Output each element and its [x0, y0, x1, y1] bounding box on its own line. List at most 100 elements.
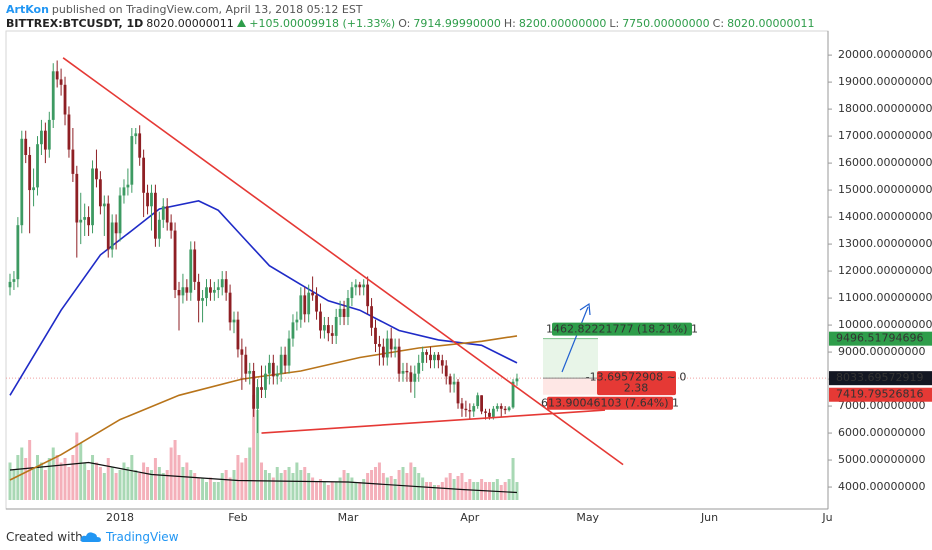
- volume-ma: [9, 461, 518, 494]
- y-tick-label: 17000.00000000: [838, 129, 932, 142]
- candle-body: [138, 133, 142, 158]
- volume-bar: [275, 467, 279, 500]
- volume-bar: [114, 473, 118, 500]
- candle-body: [28, 154, 32, 191]
- candle-body: [106, 203, 110, 250]
- candle-body: [342, 308, 346, 317]
- candle-body: [338, 308, 342, 317]
- candle-body: [476, 395, 480, 407]
- x-tick-label: Jun: [700, 511, 718, 524]
- volume-bar: [220, 473, 224, 500]
- candle-body: [370, 306, 373, 328]
- candle-body: [488, 412, 491, 417]
- candle-body: [393, 346, 397, 350]
- forecast-arrow: [561, 302, 591, 373]
- volume-bar: [91, 455, 95, 500]
- candle-body: [150, 192, 153, 207]
- candle-body: [460, 403, 464, 409]
- entry-label: 2.38: [624, 382, 649, 395]
- volume-bar: [472, 482, 476, 500]
- candle-body: [165, 206, 169, 223]
- header-line-1: ArtKon published on TradingView.com, Apri…: [6, 3, 366, 17]
- volume-bar: [436, 485, 440, 500]
- candle-body: [55, 71, 59, 80]
- candle-body: [307, 292, 311, 315]
- volume-bar: [169, 447, 173, 500]
- candle-body: [212, 289, 216, 293]
- candle-body: [193, 249, 197, 282]
- up-icon: [236, 19, 246, 27]
- candle-body: [173, 230, 177, 290]
- volume-bar: [456, 476, 460, 500]
- l-label: L:: [609, 17, 620, 30]
- candle-body: [122, 187, 126, 196]
- y-tick-label: 18000.00000000: [838, 102, 932, 115]
- volume-bar: [216, 482, 220, 500]
- candle-body: [201, 298, 204, 301]
- candle-body: [16, 225, 20, 280]
- candle-body: [209, 287, 212, 293]
- candle-body: [12, 279, 16, 282]
- candle-body: [43, 130, 47, 150]
- h-label: H:: [503, 17, 516, 30]
- candle-body: [87, 217, 90, 226]
- volume-bar: [122, 462, 126, 500]
- candle-body: [67, 114, 71, 150]
- volume-bar: [440, 482, 444, 500]
- candle-body: [291, 322, 295, 339]
- candle-body: [71, 149, 75, 174]
- stop-label: 613.90046103 (7.64%) 1: [541, 397, 679, 410]
- volume-bar: [283, 470, 287, 500]
- volume-bar: [185, 462, 189, 500]
- candle-body: [189, 249, 193, 293]
- x-tick-label: May: [576, 511, 599, 524]
- volume-bar: [405, 473, 409, 500]
- volume-bar: [338, 477, 342, 500]
- candle-body: [24, 138, 28, 155]
- candle-body: [283, 354, 287, 366]
- volume-bar: [236, 455, 240, 500]
- candle-body: [271, 362, 275, 377]
- plot-frame: [5, 30, 829, 510]
- volume-bar: [334, 482, 338, 500]
- volume-bar: [311, 477, 315, 500]
- candle-body: [181, 287, 185, 296]
- volume-bar: [326, 485, 330, 500]
- volume-bar: [149, 470, 153, 500]
- target-label-bg: [552, 322, 692, 336]
- candle-body: [279, 354, 283, 374]
- volume-bar: [55, 455, 59, 500]
- trendline: [62, 57, 624, 466]
- candle-body: [83, 217, 87, 220]
- volume-bar: [307, 473, 311, 500]
- candle-body: [264, 373, 267, 390]
- candle-body: [20, 138, 24, 226]
- volume-bar: [177, 455, 181, 500]
- entry-label-bg: [597, 371, 676, 396]
- volume-bar: [59, 462, 63, 500]
- candle-body: [118, 195, 122, 234]
- volume-bar: [263, 470, 267, 500]
- volume-bar: [366, 473, 370, 500]
- volume-bar: [43, 470, 47, 500]
- volume-bar: [102, 473, 106, 500]
- volume-bar: [94, 462, 98, 500]
- volume-bar: [47, 458, 51, 500]
- volume-bar: [98, 467, 102, 500]
- candle-body: [401, 370, 405, 374]
- candle-body: [110, 222, 114, 250]
- volume-bar: [354, 482, 358, 500]
- candle-body: [303, 295, 307, 315]
- moving-average: [9, 200, 518, 396]
- volume-bar: [303, 467, 307, 500]
- volume-bar: [75, 432, 79, 500]
- candle-body: [102, 203, 106, 207]
- volume-bar: [87, 470, 91, 500]
- volume-bar: [153, 458, 157, 500]
- candle-body: [503, 408, 507, 411]
- volume-bar: [511, 458, 515, 500]
- y-tick-label: 13000.00000000: [838, 237, 932, 250]
- volume-bar: [189, 470, 193, 500]
- y-tick-label: 7000.00000000: [838, 399, 925, 412]
